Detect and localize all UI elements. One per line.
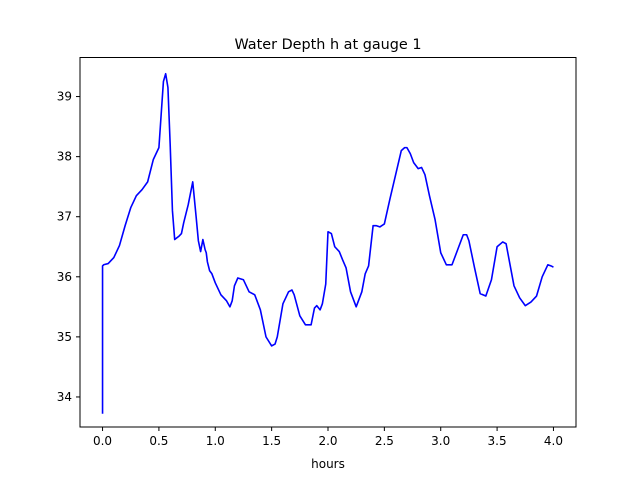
x-axis-label: hours xyxy=(311,457,345,471)
y-axis: 34 35 36 37 38 39 xyxy=(57,90,80,404)
y-tick-label: 38 xyxy=(57,150,72,164)
x-tick-label: 1.5 xyxy=(262,434,281,448)
x-tick-label: 3.5 xyxy=(488,434,507,448)
x-tick-label: 2.0 xyxy=(318,434,337,448)
x-tick-label: 0.5 xyxy=(149,434,168,448)
y-tick-label: 34 xyxy=(57,390,72,404)
series-line-0 xyxy=(101,72,554,414)
chart-title: Water Depth h at gauge 1 xyxy=(234,37,421,53)
plot-area xyxy=(101,72,554,414)
y-tick-label: 36 xyxy=(57,270,72,284)
x-tick-label: 3.0 xyxy=(431,434,450,448)
x-tick-label: 0.0 xyxy=(93,434,112,448)
x-tick-label: 4.0 xyxy=(544,434,563,448)
y-tick-label: 37 xyxy=(57,210,72,224)
x-tick-label: 1.0 xyxy=(206,434,225,448)
y-tick-label: 35 xyxy=(57,330,72,344)
x-axis: 0.0 0.5 1.0 1.5 2.0 2.5 3.0 3.5 4.0 xyxy=(93,427,563,448)
y-tick-label: 39 xyxy=(57,90,72,104)
x-tick-label: 2.5 xyxy=(375,434,394,448)
